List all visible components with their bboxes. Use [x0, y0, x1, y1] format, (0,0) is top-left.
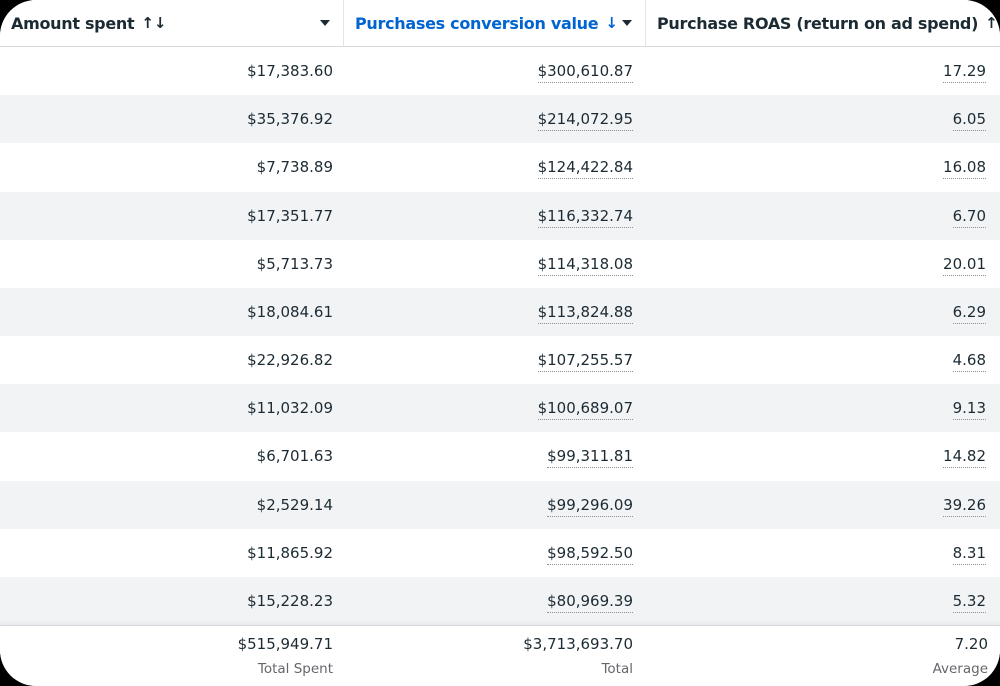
- cell-purchase-roas: 9.13: [645, 399, 1000, 421]
- cell-amount-spent: $17,351.77: [247, 206, 333, 225]
- cell-purchases-conversion-value: $214,072.95: [343, 110, 645, 132]
- cell-purchase-roas: 20.01: [645, 254, 1000, 276]
- cell-amount-spent: $11,865.92: [247, 543, 333, 562]
- table-body: $17,383.60 $300,610.87 17.29 $35,376.92 …: [0, 47, 1000, 626]
- cell-purchases-conversion-value: $98,592.50: [343, 543, 645, 565]
- tooltip-underlined-value: $113,824.88: [537, 302, 633, 324]
- cell-purchase-roas: 5.32: [645, 591, 1000, 613]
- table-row: $18,084.61 $113,824.88 6.29: [0, 287, 1000, 337]
- footer-total-spent-value: $515,949.71: [237, 635, 333, 653]
- footer-total-label: Total: [601, 661, 633, 677]
- footer-average-label: Average: [932, 661, 988, 677]
- cell-purchase-roas: 16.08: [645, 158, 1000, 180]
- cell-purchases-conversion-value: $300,610.87: [343, 62, 645, 84]
- cell-purchases-conversion-value: $114,318.08: [343, 254, 645, 276]
- cell-purchases-conversion-value: $99,296.09: [343, 495, 645, 517]
- cell-purchases-conversion-value: $107,255.57: [343, 351, 645, 373]
- tooltip-underlined-value: 6.29: [952, 302, 986, 324]
- table-row: $17,351.77 $116,332.74 6.70: [0, 191, 1000, 240]
- cell-purchase-roas: 4.68: [645, 351, 1000, 373]
- cell-purchases-conversion-value: $100,689.07: [343, 399, 645, 421]
- tooltip-underlined-value: 14.82: [943, 447, 986, 469]
- tooltip-underlined-value: $114,318.08: [537, 254, 633, 276]
- cell-purchases-conversion-value: $113,824.88: [343, 302, 645, 324]
- cell-purchase-roas: 6.70: [645, 206, 1000, 228]
- tooltip-underlined-value: 9.13: [952, 399, 986, 421]
- sort-arrows-icon: ↑↓: [985, 14, 1000, 32]
- footer-roas-average: 7.20 Average: [645, 634, 1000, 686]
- cell-amount-spent: $2,529.14: [256, 495, 333, 514]
- table-row: $11,032.09 $100,689.07 9.13: [0, 384, 1000, 433]
- sort-arrow-down-icon: ↓: [605, 14, 618, 32]
- tooltip-underlined-value: $124,422.84: [537, 158, 633, 180]
- tooltip-underlined-value: $116,332.74: [537, 206, 633, 228]
- tooltip-underlined-value: 39.26: [943, 495, 986, 517]
- column-header-purchase-roas[interactable]: Purchase ROAS (return on ad spend) ↑↓: [645, 0, 1000, 46]
- tooltip-underlined-value: 4.68: [952, 351, 986, 373]
- tooltip-underlined-value: 8.31: [952, 543, 986, 565]
- cell-amount-spent: $22,926.82: [247, 351, 333, 370]
- tooltip-underlined-value: 17.29: [943, 62, 986, 84]
- cell-amount-spent: $17,383.60: [247, 62, 333, 81]
- footer-conversion-value: $3,713,693.70 Total: [343, 634, 645, 686]
- cell-amount-spent: $5,713.73: [256, 254, 333, 273]
- table-row: $17,383.60 $300,610.87 17.29: [0, 47, 1000, 96]
- cell-purchase-roas: 6.29: [645, 302, 1000, 324]
- cell-purchase-roas: 8.31: [645, 543, 1000, 565]
- tooltip-underlined-value: 20.01: [943, 254, 986, 276]
- table-footer-row: $515,949.71 Total Spent $3,713,693.70 To…: [0, 625, 1000, 686]
- tooltip-underlined-value: $107,255.57: [537, 351, 633, 373]
- cell-purchase-roas: 14.82: [645, 447, 1000, 469]
- cell-purchases-conversion-value: $80,969.39: [343, 591, 645, 613]
- tooltip-underlined-value: $99,311.81: [547, 447, 633, 469]
- tooltip-underlined-value: 16.08: [943, 158, 986, 180]
- cell-amount-spent: $15,228.23: [247, 591, 333, 610]
- cell-purchases-conversion-value: $99,311.81: [343, 447, 645, 469]
- column-header-label: Amount spent: [11, 13, 135, 33]
- cell-amount-spent: $35,376.92: [247, 110, 333, 129]
- table-row: $6,701.63 $99,311.81 14.82: [0, 432, 1000, 481]
- footer-amount-spent: $515,949.71 Total Spent: [0, 634, 343, 686]
- table-header-row: Amount spent ↑↓ Purchases conversion val…: [0, 0, 1000, 47]
- tooltip-underlined-value: $99,296.09: [547, 495, 633, 517]
- cell-purchase-roas: 6.05: [645, 110, 1000, 132]
- table-row: $35,376.92 $214,072.95 6.05: [0, 95, 1000, 144]
- table-row: $15,228.23 $80,969.39 5.32: [0, 576, 1000, 626]
- tooltip-underlined-value: 5.32: [952, 591, 986, 613]
- caret-down-icon[interactable]: [320, 20, 330, 26]
- column-header-purchases-conversion-value[interactable]: Purchases conversion value ↓: [343, 0, 645, 46]
- column-header-label: Purchase ROAS (return on ad spend): [657, 13, 979, 33]
- caret-down-icon[interactable]: [622, 20, 632, 26]
- table-row: $7,738.89 $124,422.84 16.08: [0, 143, 1000, 192]
- tooltip-underlined-value: $300,610.87: [537, 62, 633, 84]
- cell-purchase-roas: 17.29: [645, 62, 1000, 84]
- column-header-label: Purchases conversion value: [355, 13, 599, 33]
- cell-purchases-conversion-value: $124,422.84: [343, 158, 645, 180]
- tooltip-underlined-value: 6.70: [952, 206, 986, 228]
- tooltip-underlined-value: 6.05: [952, 110, 986, 132]
- footer-average-value: 7.20: [954, 635, 988, 653]
- tooltip-underlined-value: $214,072.95: [537, 110, 633, 132]
- tooltip-underlined-value: $100,689.07: [537, 399, 633, 421]
- cell-purchases-conversion-value: $116,332.74: [343, 206, 645, 228]
- cell-amount-spent: $11,032.09: [247, 399, 333, 418]
- sort-arrows-icon: ↑↓: [141, 14, 167, 32]
- cell-amount-spent: $7,738.89: [256, 158, 333, 177]
- table-row: $5,713.73 $114,318.08 20.01: [0, 239, 1000, 288]
- cell-amount-spent: $18,084.61: [247, 302, 333, 321]
- footer-total-spent-label: Total Spent: [257, 661, 333, 677]
- footer-total-value: $3,713,693.70: [523, 635, 633, 653]
- cell-purchase-roas: 39.26: [645, 495, 1000, 517]
- tooltip-underlined-value: $80,969.39: [547, 591, 633, 613]
- column-header-amount-spent[interactable]: Amount spent ↑↓: [0, 0, 343, 46]
- table-row: $11,865.92 $98,592.50 8.31: [0, 528, 1000, 577]
- table-row: $22,926.82 $107,255.57 4.68: [0, 336, 1000, 385]
- cell-amount-spent: $6,701.63: [256, 447, 333, 466]
- tooltip-underlined-value: $98,592.50: [547, 543, 633, 565]
- table-row: $2,529.14 $99,296.09 39.26: [0, 480, 1000, 529]
